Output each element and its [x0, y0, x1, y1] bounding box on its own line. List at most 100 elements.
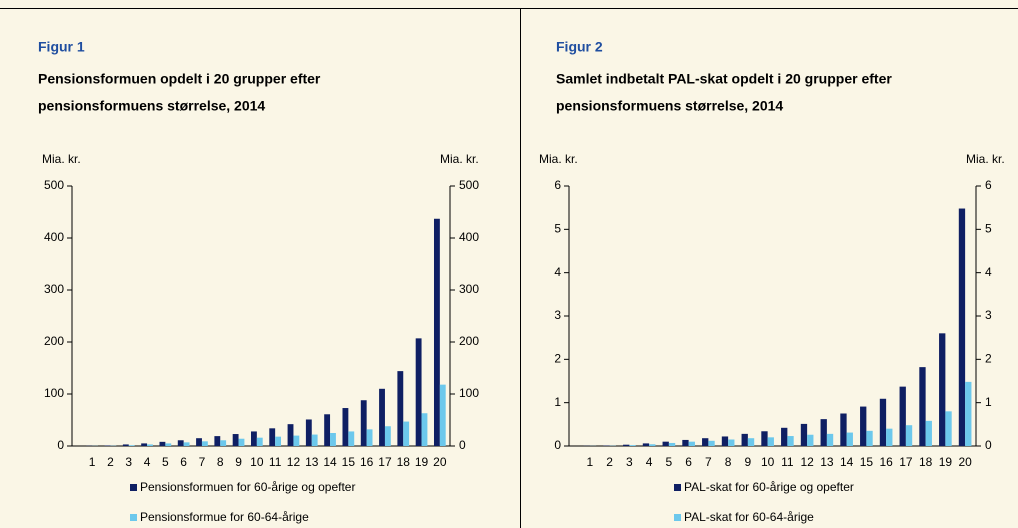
bar [860, 406, 867, 446]
figure-label: Figur 2 [556, 39, 603, 55]
legend-swatch [130, 484, 137, 491]
y-tick-label: 4 [554, 265, 561, 279]
x-tick-label: 4 [646, 455, 653, 469]
x-tick-label: 16 [360, 455, 374, 469]
bar [287, 424, 294, 446]
x-tick-label: 15 [342, 455, 356, 469]
bar [177, 440, 184, 446]
bar [348, 431, 355, 446]
x-tick-label: 9 [745, 455, 752, 469]
bar [820, 419, 827, 446]
y2-tick-label: 500 [459, 178, 479, 192]
x-tick-label: 10 [250, 455, 264, 469]
y2-tick-label: 200 [459, 334, 479, 348]
x-tick-label: 6 [180, 455, 187, 469]
legend-swatch [674, 484, 681, 491]
x-tick-label: 8 [725, 455, 732, 469]
y2-tick-label: 2 [985, 352, 992, 366]
bar [965, 381, 972, 446]
x-tick-label: 14 [840, 455, 854, 469]
x-tick-label: 7 [199, 455, 206, 469]
bar [220, 440, 227, 446]
bar [629, 445, 636, 446]
x-tick-label: 17 [378, 455, 392, 469]
x-tick-label: 10 [761, 455, 775, 469]
bar [324, 414, 331, 446]
bar [721, 436, 729, 446]
bar [662, 441, 669, 446]
bar [214, 436, 221, 446]
y2-tick-label: 1 [985, 395, 992, 409]
bar [379, 388, 385, 446]
x-tick-label: 2 [107, 455, 114, 469]
y-tick-label: 100 [44, 386, 64, 400]
y2-tick-label: 4 [985, 265, 992, 279]
bar [269, 428, 276, 446]
bar [800, 423, 808, 446]
bar [905, 425, 913, 446]
y-tick-label: 0 [554, 438, 561, 452]
bar [141, 443, 148, 446]
y-tick-label: 400 [44, 230, 64, 244]
bar [183, 442, 190, 446]
y2-tick-label: 300 [459, 282, 479, 296]
x-tick-label: 3 [626, 455, 633, 469]
bar [807, 434, 814, 446]
bar [708, 440, 715, 446]
bar [919, 367, 926, 446]
y2-axis-label: Mia. kr. [440, 152, 479, 166]
bar [311, 434, 318, 446]
bar [688, 441, 695, 446]
bar [767, 437, 774, 446]
x-tick-label: 6 [685, 455, 692, 469]
bar [250, 431, 257, 446]
bar [826, 433, 834, 446]
x-tick-label: 14 [323, 455, 337, 469]
x-tick-label: 1 [89, 455, 96, 469]
bar [421, 413, 428, 446]
x-tick-label: 2 [606, 455, 613, 469]
bar [668, 442, 676, 446]
bar [165, 443, 172, 446]
bar [642, 443, 650, 446]
x-tick-label: 9 [235, 455, 242, 469]
x-tick-label: 18 [919, 455, 933, 469]
x-tick-label: 5 [666, 455, 673, 469]
x-tick-label: 8 [217, 455, 224, 469]
y2-tick-label: 400 [459, 230, 479, 244]
legend-label: PAL-skat for 60-årige og opefter [684, 480, 854, 494]
bar [397, 371, 404, 446]
chart-title: Samlet indbetalt PAL-skat opdelt i 20 gr… [556, 71, 892, 87]
bar [958, 208, 966, 446]
y-tick-label: 2 [554, 352, 561, 366]
y-tick-label: 6 [554, 178, 561, 192]
x-tick-label: 4 [144, 455, 151, 469]
x-tick-label: 17 [899, 455, 913, 469]
bar [415, 338, 422, 446]
y-tick-label: 3 [554, 308, 561, 322]
bar [846, 432, 853, 446]
x-tick-label: 7 [705, 455, 712, 469]
bar [781, 427, 788, 446]
x-tick-label: 13 [820, 455, 834, 469]
bar [702, 438, 709, 446]
bar [741, 433, 748, 446]
x-tick-label: 12 [800, 455, 814, 469]
y-axis-label: Mia. kr. [539, 152, 578, 166]
bar [159, 441, 166, 446]
bar [840, 413, 847, 446]
y2-tick-label: 3 [985, 308, 992, 322]
x-tick-label: 13 [305, 455, 319, 469]
chart-title: Pensionsformuen opdelt i 20 grupper efte… [38, 71, 321, 87]
legend-label: Pensionsformue for 60-64-årige [140, 510, 309, 524]
bar [747, 438, 755, 446]
bar [196, 438, 202, 446]
bar [256, 437, 263, 446]
y2-tick-label: 0 [985, 438, 992, 452]
bar [360, 400, 367, 446]
bar [787, 436, 794, 446]
bar [886, 428, 893, 446]
bar [104, 445, 111, 446]
bar [403, 421, 410, 446]
